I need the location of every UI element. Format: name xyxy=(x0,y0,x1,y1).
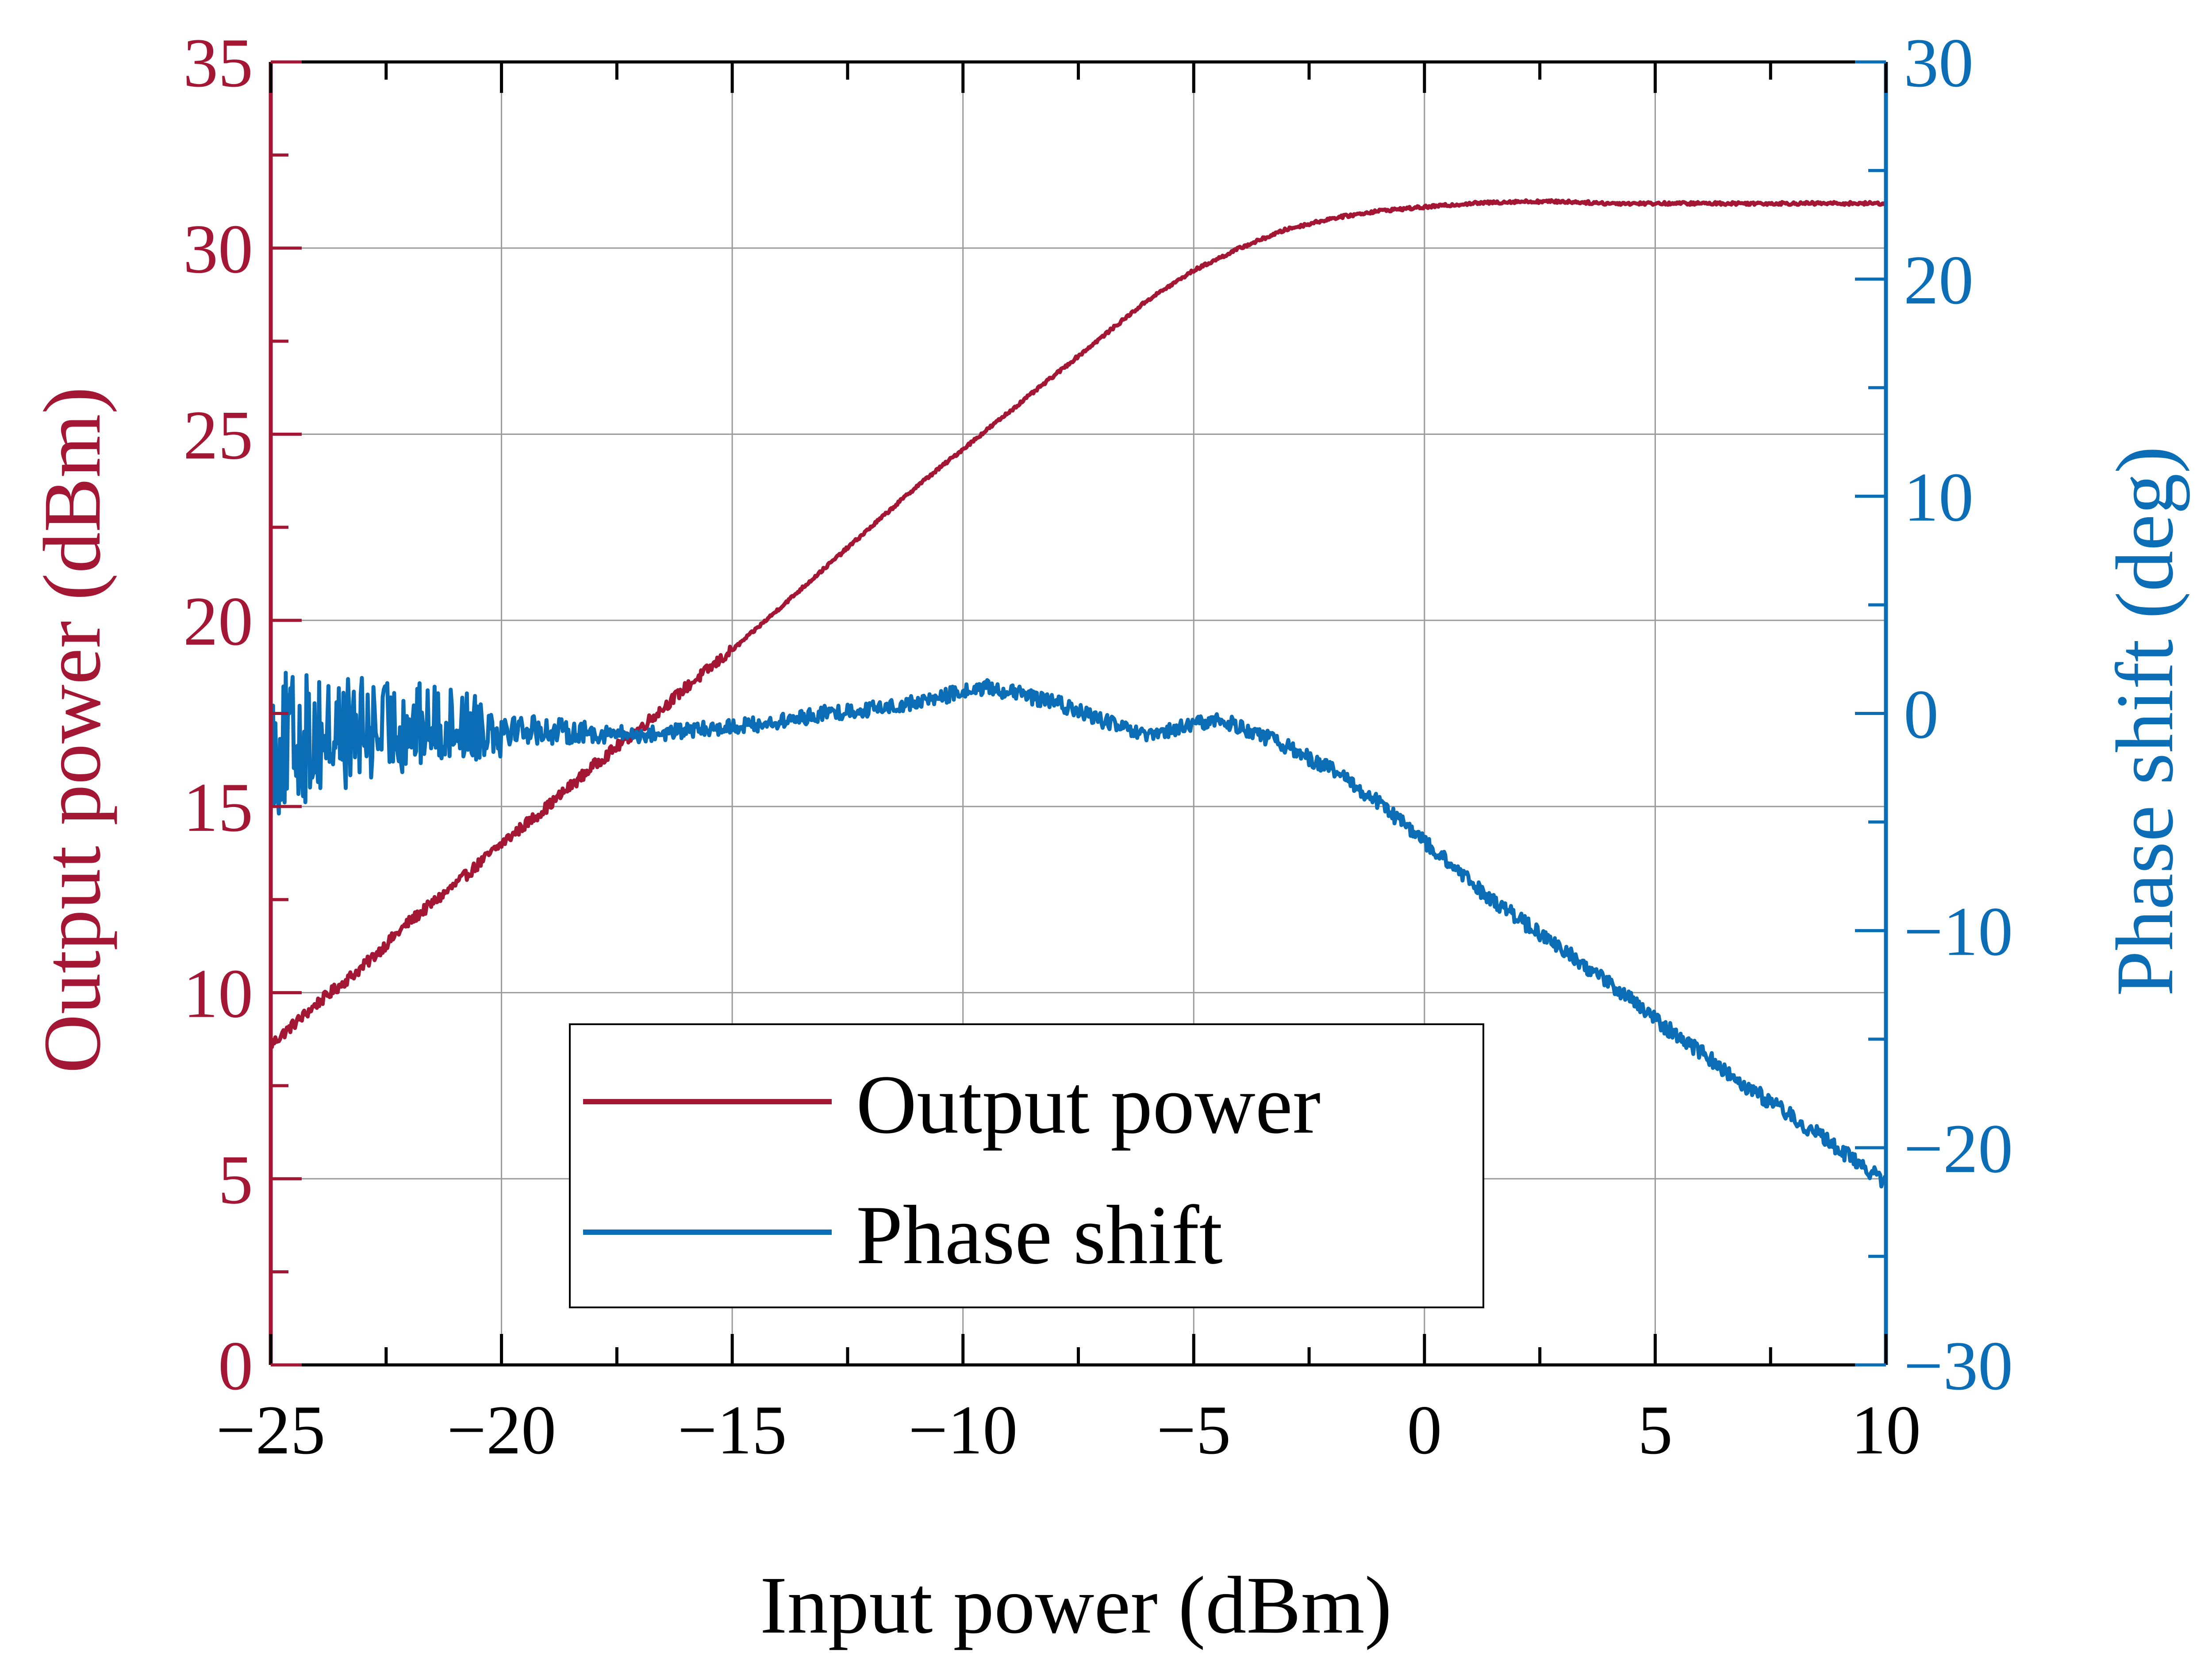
y-left-tick-label: 30 xyxy=(183,211,253,288)
x-tick-label: −10 xyxy=(908,1391,1018,1469)
x-axis-title: Input power (dBm) xyxy=(760,1560,1392,1651)
legend: Output power Phase shift xyxy=(569,1023,1484,1308)
x-tick-label: 0 xyxy=(1407,1391,1442,1469)
y-left-tick-label: 0 xyxy=(218,1327,253,1405)
y-right-tick-label: 10 xyxy=(1904,459,1974,536)
y-left-tick-label: 25 xyxy=(183,396,253,474)
tick-labels: −25 −20 −15 −10 −5 0 5 10 0 5 10 15 20 25 30 35 −30 −20 −1… xyxy=(183,24,2013,1469)
y-right-tick-label: −20 xyxy=(1904,1110,2013,1187)
x-tick-label: −15 xyxy=(678,1391,787,1469)
y-left-tick-label: 5 xyxy=(218,1141,253,1218)
tick-marks xyxy=(269,60,1888,1367)
y-left-tick-label: 35 xyxy=(183,24,253,102)
x-tick-label: 5 xyxy=(1638,1391,1673,1469)
y-left-tick-label: 10 xyxy=(183,955,253,1033)
y-axis-left-title: Output power (dBm) xyxy=(27,387,118,1073)
x-tick-label: 10 xyxy=(1851,1391,1921,1469)
legend-label-output-power: Output power xyxy=(856,1058,1321,1151)
x-tick-label: −5 xyxy=(1156,1391,1231,1469)
y-right-tick-label: 20 xyxy=(1904,242,1974,319)
x-tick-label: −20 xyxy=(447,1391,556,1469)
y-right-tick-label: −10 xyxy=(1904,893,2013,970)
y-right-tick-label: 30 xyxy=(1904,24,1974,102)
y-left-tick-label: 15 xyxy=(183,769,253,846)
series-line-phase-shift xyxy=(269,671,1888,1189)
series-line-output-power xyxy=(269,198,1887,1049)
y-left-tick-label: 20 xyxy=(183,583,253,660)
series-layer xyxy=(269,198,1888,1189)
x-tick-label: −25 xyxy=(216,1391,325,1469)
y-right-tick-label: 0 xyxy=(1904,676,1939,753)
y-right-tick-label: −30 xyxy=(1904,1327,2013,1405)
y-axis-right-title: Phase shift (deg) xyxy=(2100,446,2190,996)
legend-label-phase-shift: Phase shift xyxy=(856,1189,1223,1282)
legend-box xyxy=(569,1023,1484,1308)
